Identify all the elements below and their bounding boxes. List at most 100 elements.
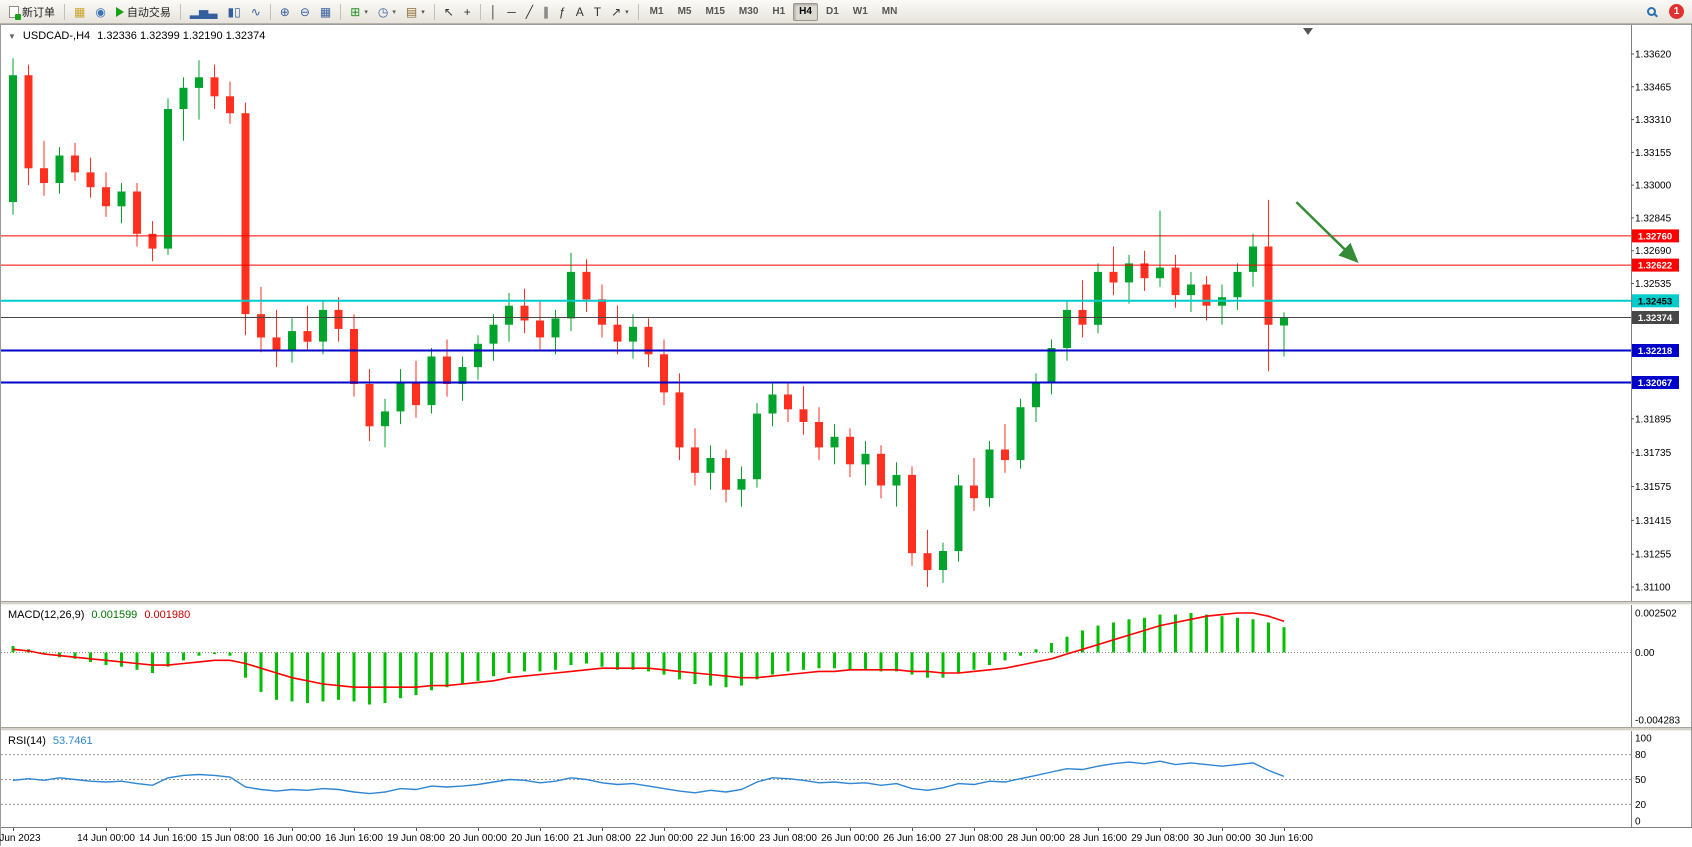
macd-pane[interactable]: 0.002502 0.00 -0.004283 bbox=[1, 605, 1692, 727]
vertical-line-button[interactable]: │ bbox=[485, 2, 503, 22]
timeframe-m5[interactable]: M5 bbox=[672, 3, 698, 21]
svg-text:1.32760: 1.32760 bbox=[1638, 231, 1672, 242]
macd-indicator-label: MACD(12,26,9) 0.001599 0.001980 bbox=[8, 609, 190, 621]
chart-window-button[interactable]: ▦ bbox=[69, 2, 90, 22]
time-axis-tick bbox=[540, 828, 541, 831]
macd-name: MACD(12,26,9) bbox=[8, 609, 85, 621]
trendline-button[interactable]: ╱ bbox=[521, 2, 538, 22]
toolbar-separator bbox=[179, 3, 181, 20]
timeframe-d1[interactable]: D1 bbox=[820, 3, 845, 21]
cursor-button[interactable]: ↖ bbox=[439, 2, 459, 22]
toolbar-separator bbox=[269, 3, 271, 20]
time-axis-label: 30 Jun 00:00 bbox=[1193, 833, 1251, 844]
timeframe-m30[interactable]: M30 bbox=[733, 3, 764, 21]
time-axis-label: 14 Jun 00:00 bbox=[77, 833, 135, 844]
search-button[interactable] bbox=[1642, 2, 1661, 22]
channel-icon: ∥ bbox=[543, 4, 550, 19]
tile-windows-icon: ▦ bbox=[319, 4, 332, 19]
price-axis-label: 1.31735 bbox=[1635, 448, 1672, 459]
chart-shift-marker-icon[interactable] bbox=[1303, 28, 1313, 35]
time-axis-label: 22 Jun 00:00 bbox=[635, 833, 693, 844]
chart-window: ▼ USDCAD-,H4 1.32336 1.32399 1.32190 1.3… bbox=[0, 24, 1692, 847]
price-tag-1.32067: 1.32067 bbox=[1632, 376, 1679, 389]
autotrading-button[interactable]: 自动交易 bbox=[111, 2, 176, 22]
horizontal-line-button[interactable]: ─ bbox=[502, 2, 521, 22]
toolbar-separator bbox=[64, 3, 65, 20]
channel-button[interactable]: ∥ bbox=[538, 2, 554, 22]
autotrading-button-label: 自动交易 bbox=[126, 6, 171, 19]
rsi-pane[interactable]: 100 80 50 20 0 bbox=[1, 731, 1692, 827]
time-axis-label: 16 Jun 00:00 bbox=[263, 833, 321, 844]
collapse-panel-icon[interactable]: ▼ bbox=[8, 31, 16, 41]
price-axis-label: 1.33000 bbox=[1635, 181, 1672, 192]
periods-icon: ◷ bbox=[377, 4, 389, 19]
chevron-down-icon: ▾ bbox=[392, 8, 396, 16]
time-axis-label: 22 Jun 16:00 bbox=[697, 833, 755, 844]
play-icon bbox=[115, 6, 124, 17]
rsi-indicator-label: RSI(14) 53.7461 bbox=[8, 735, 93, 747]
timeframe-mn[interactable]: MN bbox=[876, 3, 904, 21]
time-axis-label: 14 Jun 16:00 bbox=[139, 833, 197, 844]
periods-button[interactable]: ◷ ▾ bbox=[373, 2, 401, 22]
trend-arrow-annotation[interactable] bbox=[1295, 201, 1359, 264]
chart-ohlc-values: 1.32336 1.32399 1.32190 1.32374 bbox=[97, 30, 266, 42]
text-button[interactable]: A bbox=[571, 2, 589, 22]
toolbar-separator bbox=[340, 3, 342, 20]
time-axis-tick bbox=[726, 828, 727, 831]
price-axis-label: 1.33465 bbox=[1635, 82, 1672, 93]
line-chart-button[interactable]: ∿ bbox=[246, 2, 266, 22]
line-chart-icon: ∿ bbox=[250, 4, 261, 19]
new-order-icon bbox=[9, 5, 21, 20]
time-axis-tick bbox=[168, 828, 169, 831]
rsi-axis-label: 50 bbox=[1635, 775, 1647, 786]
arrows-button[interactable]: ↗ ▾ bbox=[606, 2, 634, 22]
text-label-icon: T bbox=[593, 4, 602, 19]
time-axis-label: 30 Jun 16:00 bbox=[1255, 833, 1313, 844]
new-order-button-label: 新订单 bbox=[22, 6, 55, 19]
time-axis-tick bbox=[1160, 828, 1161, 831]
time-axis-tick bbox=[354, 828, 355, 831]
rsi-name: RSI(14) bbox=[8, 735, 46, 747]
price-tag-1.32453: 1.32453 bbox=[1632, 294, 1679, 308]
time-axis[interactable]: 13 Jun 2023 14 Jun 00:00 14 Jun 16:00 15 Ju… bbox=[0, 827, 1692, 847]
notification-badge[interactable]: 1 bbox=[1669, 4, 1684, 19]
toolbar: 新订单 ▦ ◉ 自动交易 ▂▅▃ ▮▯ ∿ ⊕ ⊖ ▦ ⊞ ▾ ◷ ▾ ▤ ▾ ↖ + │ ─ ╱ ∥ ƒ A T ↗ ▾ M1 M5… bbox=[0, 0, 1692, 24]
time-axis-label: 19 Jun 08:00 bbox=[387, 833, 445, 844]
zoom-in-button[interactable]: ⊕ bbox=[275, 2, 295, 22]
templates-button[interactable]: ▤ ▾ bbox=[401, 2, 430, 22]
market-watch-icon: ◉ bbox=[95, 4, 106, 19]
macd-histogram bbox=[11, 613, 1286, 705]
bar-chart-button[interactable]: ▂▅▃ bbox=[185, 2, 223, 22]
time-axis-tick bbox=[850, 828, 851, 831]
time-axis-tick bbox=[13, 828, 14, 831]
horizontal-line-icon: ─ bbox=[507, 4, 516, 19]
price-axis-label: 1.32535 bbox=[1635, 279, 1672, 290]
zoom-out-button[interactable]: ⊖ bbox=[295, 2, 315, 22]
timeframe-m1[interactable]: M1 bbox=[644, 3, 670, 21]
time-axis-label: 27 Jun 08:00 bbox=[945, 833, 1003, 844]
timeframe-w1[interactable]: W1 bbox=[847, 3, 874, 21]
vertical-line-icon: │ bbox=[489, 4, 498, 19]
cursor-icon: ↖ bbox=[443, 4, 454, 19]
time-axis-label: 20 Jun 00:00 bbox=[449, 833, 507, 844]
new-order-button[interactable]: 新订单 bbox=[4, 2, 60, 22]
macd-main-value: 0.001599 bbox=[91, 609, 138, 621]
pane-splitter-macd[interactable] bbox=[1, 601, 1691, 605]
main-price-pane[interactable]: 1.33620 1.33465 1.33310 1.33155 1.33000 1.328… bbox=[1, 25, 1692, 601]
timeframe-h1[interactable]: H1 bbox=[766, 3, 791, 21]
time-axis-label: 20 Jun 16:00 bbox=[511, 833, 569, 844]
time-axis-label: 26 Jun 16:00 bbox=[883, 833, 941, 844]
indicators-button[interactable]: ⊞ ▾ bbox=[345, 2, 373, 22]
candlestick-chart-button[interactable]: ▮▯ bbox=[223, 2, 246, 22]
trendline-icon: ╱ bbox=[525, 4, 534, 19]
crosshair-button[interactable]: + bbox=[459, 2, 476, 22]
pane-splitter-rsi[interactable] bbox=[1, 727, 1691, 731]
text-label-button[interactable]: T bbox=[589, 2, 606, 22]
fibonacci-button[interactable]: ƒ bbox=[554, 2, 571, 22]
market-watch-button[interactable]: ◉ bbox=[90, 2, 110, 22]
timeframe-h4[interactable]: H4 bbox=[793, 2, 818, 21]
timeframe-m15[interactable]: M15 bbox=[699, 3, 730, 21]
rsi-axis-label: 80 bbox=[1635, 750, 1647, 761]
tile-windows-button[interactable]: ▦ bbox=[315, 2, 336, 22]
rsi-line bbox=[12, 760, 1285, 795]
